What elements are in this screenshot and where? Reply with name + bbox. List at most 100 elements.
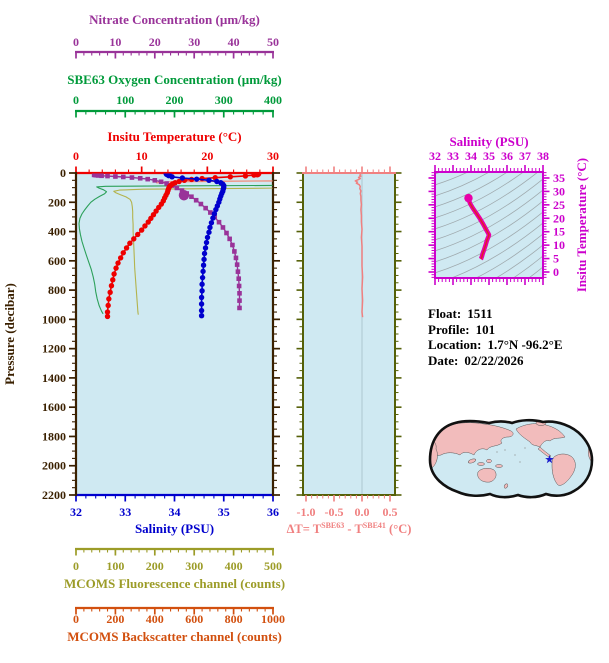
profile-label: Profile: bbox=[428, 321, 470, 337]
nitrate-marker bbox=[208, 210, 213, 215]
temperature-marker bbox=[104, 309, 111, 315]
salinity-marker bbox=[198, 294, 205, 301]
salinity-tick-label: 34 bbox=[169, 505, 181, 519]
nitrate-marker bbox=[227, 236, 232, 242]
nitrate-axis-title: Nitrate Concentration (µm/kg) bbox=[89, 12, 260, 27]
ts-salinity-tick-label: 36 bbox=[501, 149, 513, 163]
main-plot-area bbox=[76, 173, 273, 495]
float-info-row-date: Date: 02/22/2026 bbox=[428, 353, 563, 369]
backscatter-tick-label: 400 bbox=[146, 612, 164, 626]
temperature-marker bbox=[110, 277, 116, 283]
nitrate-marker bbox=[105, 173, 110, 179]
ts-salinity-tick-label: 37 bbox=[519, 149, 531, 163]
salinity-marker bbox=[208, 220, 215, 226]
salinity-marker bbox=[211, 210, 218, 217]
temperature-marker bbox=[142, 223, 148, 229]
dt-title-sup2: SBE41 bbox=[362, 521, 386, 530]
float-info-row-profile: Profile: 101 bbox=[428, 322, 563, 338]
salinity-marker bbox=[204, 234, 211, 241]
nitrate-marker bbox=[235, 269, 241, 274]
salinity-marker bbox=[199, 281, 205, 287]
nitrate-blob-marker bbox=[178, 190, 190, 201]
pressure-tick-label: 2200 bbox=[42, 488, 66, 502]
isopycnal-contour bbox=[435, 172, 508, 208]
fluorescence-tick-label: 100 bbox=[106, 559, 124, 573]
temperature-axis-title: Insitu Temperature (°C) bbox=[107, 129, 241, 144]
salinity-marker bbox=[200, 262, 207, 268]
ts-temperature-tick-label: 20 bbox=[553, 211, 565, 225]
panel-backgrounds bbox=[76, 172, 543, 495]
ts-salinity-tick-label: 38 bbox=[537, 149, 549, 163]
fluorescence-axis-title: MCOMS Fluorescence channel (counts) bbox=[64, 576, 285, 591]
ts-salinity-tick-label: 34 bbox=[465, 149, 477, 163]
nitrate-marker bbox=[120, 174, 126, 180]
map-landmasses bbox=[430, 420, 592, 489]
salinity-marker bbox=[206, 229, 212, 235]
nitrate-marker bbox=[237, 305, 242, 311]
map-java bbox=[477, 462, 485, 466]
pressure-tick-label: 1000 bbox=[42, 312, 66, 326]
salinity-marker bbox=[193, 176, 200, 182]
dt-title-suffix: (°C) bbox=[385, 522, 412, 537]
map-north-america bbox=[515, 423, 566, 448]
map-australia bbox=[477, 468, 497, 483]
pressure-tick-label: 800 bbox=[48, 283, 66, 297]
temperature-marker bbox=[107, 289, 113, 295]
salinity-marker bbox=[207, 224, 213, 231]
nitrate-marker bbox=[198, 201, 204, 207]
isopycnal-contour bbox=[435, 200, 543, 263]
fluorescence-tick-label: 300 bbox=[185, 559, 203, 573]
isopycnal-contour bbox=[435, 172, 538, 230]
ts-salinity-tick-label: 32 bbox=[429, 149, 441, 163]
salinity-marker bbox=[203, 239, 210, 246]
nitrate-marker bbox=[236, 276, 242, 281]
pressure-tick-label: 2000 bbox=[42, 459, 66, 473]
isopycnal-contour bbox=[435, 172, 524, 219]
location-value: 1.7°N -96.2°E bbox=[487, 337, 563, 352]
salinity-marker bbox=[199, 288, 205, 294]
map-sumatra bbox=[467, 458, 477, 464]
delta-t-curve bbox=[354, 173, 364, 318]
nitrate-marker bbox=[174, 185, 180, 191]
backscatter-tick-label: 800 bbox=[225, 612, 243, 626]
salinity-marker bbox=[202, 245, 209, 251]
temperature-marker bbox=[127, 240, 133, 246]
salinity-marker bbox=[198, 313, 205, 319]
nitrate-marker bbox=[237, 298, 242, 303]
pressure-tick-label: 0 bbox=[60, 166, 66, 180]
map-island-specks bbox=[496, 447, 526, 463]
dt-title-mid: - T bbox=[344, 522, 363, 537]
nitrate-marker bbox=[236, 283, 242, 289]
temperature-marker bbox=[115, 260, 121, 266]
ts-curve-start-marker bbox=[464, 193, 473, 203]
nitrate-marker bbox=[113, 174, 118, 179]
map-new-guinea bbox=[495, 464, 503, 468]
pressure-tick-label: 1400 bbox=[42, 371, 66, 385]
salinity-tick-label: 36 bbox=[267, 505, 279, 519]
temperature-marker bbox=[131, 236, 137, 242]
oxygen-tick-label: 300 bbox=[215, 93, 233, 107]
pressure-tick-label: 200 bbox=[48, 195, 66, 209]
backscatter-tick-label: 600 bbox=[185, 612, 203, 626]
dt-title-prefix: ΔT= T bbox=[286, 522, 322, 537]
ts-temperature-axis-title: Insitu Temperature (°C) bbox=[574, 158, 589, 292]
float-info-row-location: Location: 1.7°N -96.2°E bbox=[428, 337, 563, 353]
fluorescence-tick-label: 400 bbox=[225, 559, 243, 573]
temperature-marker bbox=[108, 283, 115, 289]
float-info: Float: 1511 Profile: 101 Location: 1.7°N -9… bbox=[428, 306, 563, 368]
salinity-marker bbox=[201, 250, 208, 257]
temperature-marker bbox=[123, 245, 130, 251]
fluorescence-tick-label: 200 bbox=[146, 559, 164, 573]
salinity-marker bbox=[201, 256, 207, 263]
date-label: Date: bbox=[428, 352, 459, 368]
temperature-marker bbox=[242, 173, 249, 179]
salinity-marker bbox=[198, 301, 205, 307]
temperature-marker bbox=[113, 265, 119, 271]
nitrate-marker bbox=[216, 219, 222, 225]
temperature-marker bbox=[227, 174, 234, 180]
nitrate-marker bbox=[99, 173, 104, 179]
